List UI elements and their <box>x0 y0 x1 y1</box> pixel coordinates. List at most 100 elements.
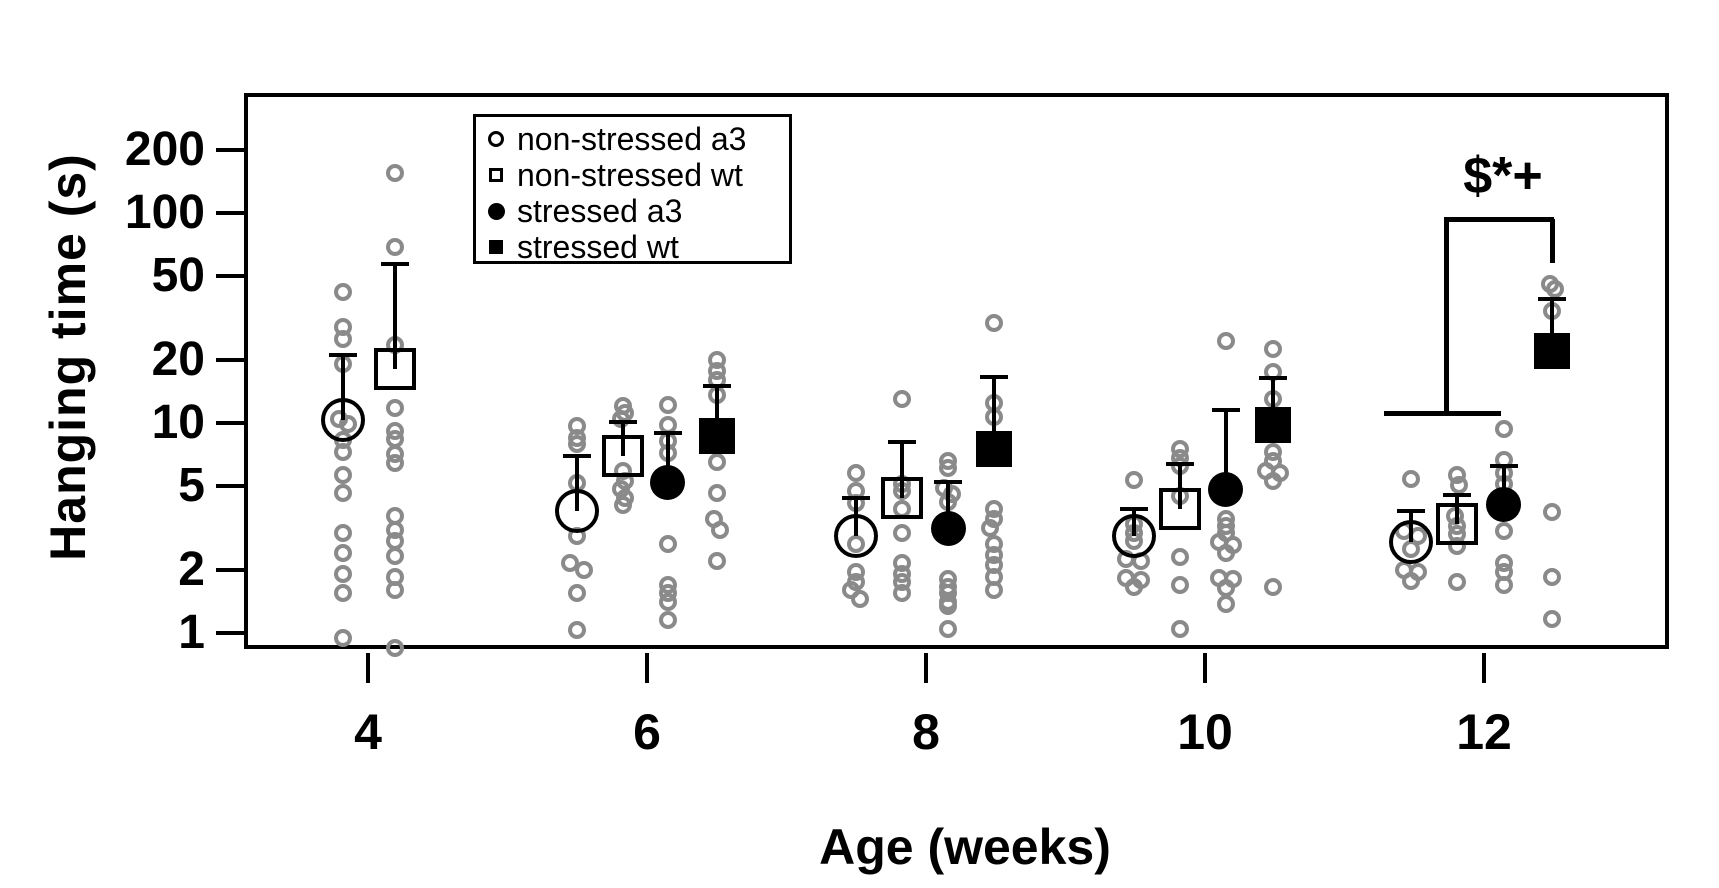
data-point <box>333 466 352 485</box>
data-point <box>1264 578 1283 597</box>
data-point <box>985 581 1004 600</box>
x-tick <box>645 653 649 683</box>
error-bar-cap <box>1538 296 1567 301</box>
error-bar-cap <box>1119 506 1148 511</box>
open-square-mean-marker <box>602 434 645 477</box>
error-bar-cap <box>702 384 731 389</box>
open-circle-mean-marker <box>834 513 879 558</box>
x-tick-label: 6 <box>633 704 661 760</box>
data-point <box>333 628 352 647</box>
open-circle-mean-marker <box>320 398 365 443</box>
data-point <box>333 442 352 461</box>
error-bar-cap <box>1211 408 1240 413</box>
data-point <box>707 453 726 472</box>
data-point <box>1450 476 1469 495</box>
error-bar-cap <box>888 439 917 444</box>
error-bar-cap <box>980 375 1009 380</box>
data-point <box>385 546 404 565</box>
error-bar <box>340 355 345 421</box>
bracket-lower-bar <box>1383 410 1501 416</box>
y-tick <box>216 147 244 152</box>
legend-item-label: stressed a3 <box>517 192 683 229</box>
data-point <box>1124 578 1143 597</box>
y-tick-label: 20 <box>151 332 205 386</box>
filled-circle-glyph <box>487 202 505 220</box>
data-point <box>385 164 404 183</box>
error-bar-cap <box>653 430 682 435</box>
y-tick-label: 1 <box>178 606 205 659</box>
error-bar <box>900 441 905 498</box>
data-point <box>568 584 587 603</box>
error-bar <box>1501 465 1506 505</box>
data-point <box>658 395 677 414</box>
data-point <box>851 590 870 609</box>
data-point <box>333 565 352 584</box>
y-tick-label: 5 <box>178 459 205 513</box>
data-point <box>614 496 633 515</box>
open-square-mean-marker <box>1436 503 1479 546</box>
filled-circle-mean-marker <box>1486 486 1522 522</box>
y-tick-label: 200 <box>124 122 205 176</box>
y-tick <box>216 484 244 489</box>
error-bar-cap <box>1397 509 1426 514</box>
data-point <box>658 535 677 554</box>
legend-item-label: stressed wt <box>517 228 679 265</box>
data-point <box>1216 544 1235 563</box>
error-bar <box>1271 378 1276 425</box>
y-tick-label: 2 <box>178 542 205 596</box>
open-circle-icon <box>485 131 507 147</box>
open-square-mean-marker <box>881 476 924 519</box>
data-point <box>333 544 352 563</box>
error-bar <box>665 432 670 483</box>
filled-square-mean-marker <box>976 431 1013 468</box>
error-bar-cap <box>609 420 638 425</box>
data-point <box>893 390 912 409</box>
x-tick-label: 12 <box>1456 704 1512 760</box>
data-point <box>1264 471 1283 490</box>
error-bar-cap <box>563 453 592 458</box>
error-bar <box>714 386 719 436</box>
y-tick <box>216 631 244 635</box>
data-point <box>658 593 677 612</box>
data-point <box>1543 503 1562 522</box>
data-point <box>385 399 404 418</box>
data-point <box>385 453 404 472</box>
y-tick-label: 50 <box>151 249 205 303</box>
data-point <box>333 283 352 302</box>
error-bar-cap <box>934 479 963 484</box>
data-point <box>1216 332 1235 351</box>
data-point <box>1264 340 1283 359</box>
data-point <box>575 560 594 579</box>
legend-item: stressed wt <box>476 229 789 265</box>
x-tick <box>1203 653 1207 683</box>
data-point <box>1494 522 1513 541</box>
bracket-stem <box>1444 218 1450 413</box>
bracket-drop <box>1550 218 1556 263</box>
filled-square-mean-marker <box>698 417 735 454</box>
error-bar-cap <box>1489 463 1518 468</box>
y-tick-label: 100 <box>124 186 205 239</box>
data-point <box>985 313 1004 332</box>
error-bar <box>992 377 997 450</box>
y-tick <box>216 274 244 279</box>
error-bar <box>1223 410 1228 490</box>
y-tick <box>216 567 244 572</box>
y-tick <box>216 421 244 425</box>
data-point <box>1402 571 1421 590</box>
error-bar <box>621 422 626 456</box>
filled-circle-icon <box>485 202 507 220</box>
data-point <box>385 638 404 657</box>
data-point <box>568 621 587 640</box>
data-point <box>1170 619 1189 638</box>
data-point <box>939 459 958 478</box>
legend-item-label: non-stressed a3 <box>517 120 747 157</box>
filled-square-glyph <box>489 240 503 254</box>
data-point <box>1448 536 1467 555</box>
data-point <box>1124 471 1143 490</box>
filled-circle-mean-marker <box>650 465 686 501</box>
error-bar-cap <box>1443 492 1472 497</box>
data-point <box>710 520 729 539</box>
x-tick <box>1482 653 1486 683</box>
open-square-glyph <box>489 168 503 182</box>
